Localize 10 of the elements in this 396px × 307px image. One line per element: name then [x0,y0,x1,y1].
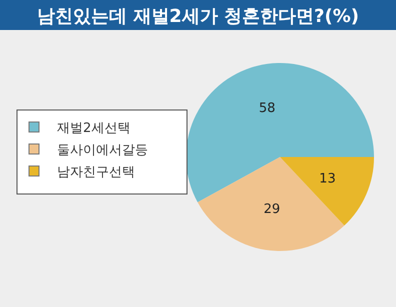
legend-label: 재벌2세선택 [57,121,130,136]
pie-slice [198,157,344,251]
data-label: 13 [319,172,336,187]
data-label: 29 [264,202,280,218]
pie-slice [186,63,374,202]
legend-label: 둘사이에서갈등 [57,143,148,158]
data-label: 58 [258,100,276,116]
legend-label: 남자친구선택 [57,165,135,180]
pie-slice [280,157,374,226]
chart-title: 남친있는데 재벌2세가 청혼한다면?(%) [37,6,359,27]
